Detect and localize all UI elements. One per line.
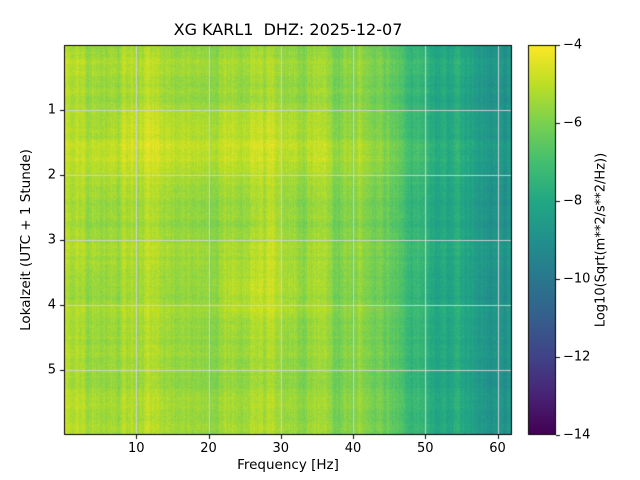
y-tick-label: 4	[47, 297, 56, 313]
y-tick-label: 3	[47, 232, 56, 248]
x-axis-label: Frequency [Hz]	[237, 457, 339, 473]
colorbar-tick-label: −12	[563, 349, 591, 365]
x-tick-label: 60	[489, 441, 506, 456]
colorbar-tick-label: −4	[563, 37, 583, 53]
x-tick-label: 40	[344, 441, 362, 456]
y-tick-label: 5	[47, 362, 56, 378]
colorbar-tick-label: −14	[563, 427, 591, 443]
colorbar-tick-label: −8	[563, 193, 583, 209]
y-tick-label: 2	[47, 167, 56, 183]
colorbar-label: Log10(Sqrt(m**2/s**2/Hz))	[593, 152, 609, 328]
chart-title: XG KARL1 DHZ: 2025-12-07	[173, 20, 403, 39]
x-tick-label: 50	[417, 441, 434, 456]
colorbar-tick-label: −10	[563, 271, 591, 287]
y-tick-label: 1	[47, 102, 56, 118]
colorbar-tick-label: −6	[563, 115, 583, 131]
x-tick-label: 30	[272, 441, 290, 456]
x-tick-label: 10	[127, 441, 145, 456]
x-tick-label: 20	[200, 441, 217, 456]
